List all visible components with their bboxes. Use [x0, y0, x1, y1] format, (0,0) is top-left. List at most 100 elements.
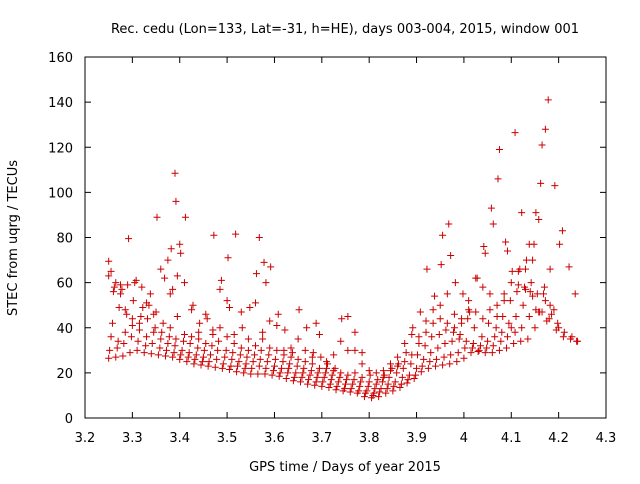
data-point	[331, 364, 339, 372]
data-point	[341, 385, 349, 393]
data-point	[169, 353, 177, 361]
data-point	[389, 387, 397, 395]
data-point	[213, 355, 221, 363]
data-point	[370, 389, 378, 397]
data-point	[450, 310, 458, 318]
data-point	[164, 340, 172, 348]
data-point	[503, 247, 511, 255]
data-point	[559, 333, 567, 341]
data-point	[232, 230, 240, 238]
data-point	[427, 349, 435, 357]
data-point	[351, 346, 359, 354]
data-point	[167, 245, 175, 253]
data-point	[479, 315, 487, 323]
data-point	[301, 358, 309, 366]
data-point	[262, 364, 270, 372]
data-point	[105, 354, 113, 362]
data-point	[279, 358, 287, 366]
data-point	[491, 333, 499, 341]
data-point	[110, 283, 118, 291]
data-point	[236, 351, 244, 359]
data-point	[285, 364, 293, 372]
data-point	[439, 231, 447, 239]
data-point	[447, 252, 455, 260]
data-point	[560, 328, 568, 336]
y-tick-label: 100	[48, 186, 73, 201]
data-point	[219, 360, 227, 368]
y-tick-label: 20	[56, 367, 73, 382]
data-point	[249, 358, 257, 366]
data-point	[170, 349, 178, 357]
data-point	[405, 371, 413, 379]
data-point	[178, 346, 186, 354]
data-point	[514, 281, 522, 289]
data-point	[529, 256, 537, 264]
data-point	[166, 324, 174, 332]
data-point	[512, 312, 520, 320]
data-point	[299, 369, 307, 377]
data-point	[319, 378, 327, 386]
data-point	[357, 378, 365, 386]
data-point	[521, 285, 529, 293]
data-point	[270, 362, 278, 370]
data-point	[533, 290, 541, 298]
data-point	[395, 360, 403, 368]
data-point	[426, 358, 434, 366]
axes: 3.2 3.3 3.4 3.5 3.6 3.7 3.8 3.9 4 4.1 4.2 4.3 0 20 40 6…	[48, 51, 616, 446]
data-point	[500, 290, 508, 298]
data-point	[489, 220, 497, 228]
data-point	[151, 324, 159, 332]
y-tick-label: 160	[48, 51, 73, 66]
x-tick-label: 3.8	[359, 431, 380, 446]
data-point	[432, 355, 440, 363]
data-point	[497, 337, 505, 345]
data-point	[293, 362, 301, 370]
data-point	[565, 263, 573, 271]
data-point	[543, 317, 551, 325]
data-point	[408, 351, 416, 359]
data-point	[173, 312, 181, 320]
data-point	[205, 358, 213, 366]
data-point	[391, 378, 399, 386]
data-point	[240, 369, 248, 377]
data-point	[210, 231, 218, 239]
data-point	[519, 301, 527, 309]
data-point	[180, 337, 188, 345]
data-point	[346, 388, 354, 396]
data-point	[190, 360, 198, 368]
data-point	[418, 362, 426, 370]
data-point	[186, 340, 194, 348]
data-point	[300, 364, 308, 372]
data-point	[177, 249, 185, 257]
data-point	[119, 352, 127, 360]
x-tick-label: 3.6	[264, 431, 285, 446]
data-point	[230, 340, 238, 348]
data-point	[544, 96, 552, 104]
data-point	[281, 326, 289, 334]
data-point	[453, 358, 461, 366]
data-point	[460, 354, 468, 362]
data-point	[271, 355, 279, 363]
data-point	[287, 353, 295, 361]
data-point	[366, 371, 374, 379]
data-point	[498, 328, 506, 336]
data-point	[541, 297, 549, 305]
data-point	[165, 333, 173, 341]
data-point	[222, 346, 230, 354]
data-point	[462, 337, 470, 345]
data-point	[481, 349, 489, 357]
data-point	[456, 331, 464, 339]
data-point	[197, 361, 205, 369]
data-point	[108, 319, 116, 327]
data-point	[315, 364, 323, 372]
data-point	[396, 384, 404, 392]
data-point	[297, 378, 305, 386]
data-point	[546, 265, 554, 273]
data-point	[233, 368, 241, 376]
data-point	[358, 373, 366, 381]
data-point	[476, 342, 484, 350]
data-point	[148, 340, 156, 348]
data-point	[467, 349, 475, 357]
data-point	[351, 369, 359, 377]
data-point	[470, 324, 478, 332]
